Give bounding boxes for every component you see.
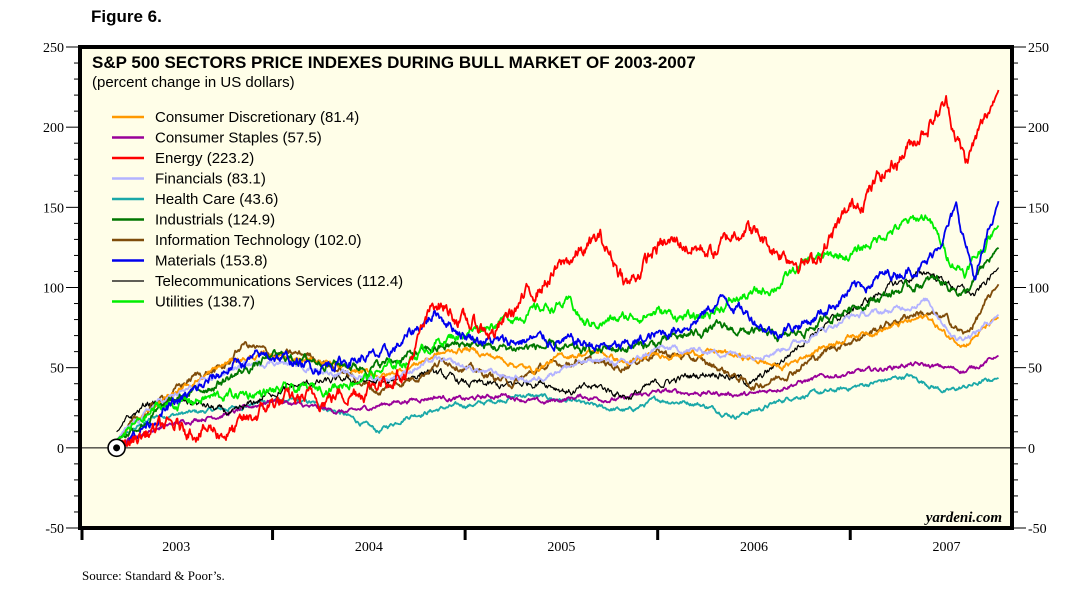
legend: Consumer Discretionary (81.4) Consumer St…	[112, 109, 403, 311]
x-tick-label: 2006	[740, 540, 768, 555]
series-line-utilities	[116, 214, 1000, 441]
y-tick-label-left: 200	[43, 121, 64, 136]
y-tick-label-left: 50	[50, 362, 64, 377]
legend-item: Health Care (43.6)	[112, 191, 278, 208]
legend-item: Utilities (138.7)	[112, 294, 255, 311]
legend-label: Materials (153.8)	[155, 253, 268, 270]
chart-title: S&P 500 SECTORS PRICE INDEXES DURING BUL…	[92, 53, 696, 72]
watermark: yardeni.com	[924, 510, 1002, 526]
start-marker-dot	[113, 444, 121, 452]
legend-label: Financials (83.1)	[155, 171, 266, 188]
series-line-consumer-discretionary	[116, 313, 1000, 441]
legend-label: Information Technology (102.0)	[155, 232, 362, 249]
series-layer	[115, 89, 1000, 449]
start-marker	[107, 438, 126, 458]
y-tick-label-right: 0	[1028, 442, 1035, 457]
x-tick-label: 2004	[355, 540, 383, 555]
y-tick-label-left: 150	[43, 201, 64, 216]
y-axis-left: -50 0 50 100 150 200 250	[43, 41, 80, 537]
x-tick-label: 2007	[933, 540, 961, 555]
y-tick-label-right: 100	[1028, 282, 1049, 297]
legend-label: Energy (223.2)	[155, 150, 254, 167]
y-tick-label-left: 100	[43, 282, 64, 297]
legend-label: Consumer Staples (57.5)	[155, 130, 322, 147]
series-line-consumer-staples	[116, 354, 999, 445]
x-tick-label: 2003	[162, 540, 190, 555]
x-axis: 2003 2004 2005 2006 2007	[80, 528, 961, 555]
legend-item: Information Technology (102.0)	[112, 232, 362, 249]
y-tick-label-right: 200	[1028, 121, 1049, 136]
source-note: Source: Standard & Poor’s.	[82, 568, 225, 583]
legend-label: Consumer Discretionary (81.4)	[155, 109, 359, 126]
legend-item: Telecommunications Services (112.4)	[112, 273, 403, 290]
legend-label: Industrials (124.9)	[155, 212, 275, 229]
plot-frame	[78, 45, 1014, 530]
series-line-industrials	[116, 247, 1000, 441]
y-tick-label-left: 250	[43, 41, 64, 56]
y-tick-label-right: 150	[1028, 201, 1049, 216]
legend-item: Consumer Staples (57.5)	[112, 130, 322, 147]
figure-label: Figure 6.	[91, 7, 162, 26]
legend-label: Utilities (138.7)	[155, 294, 255, 311]
x-tick-label: 2005	[547, 540, 575, 555]
series-line-materials	[116, 200, 1000, 449]
legend-label: Telecommunications Services (112.4)	[155, 273, 403, 290]
y-tick-label-left: -50	[45, 522, 64, 537]
legend-item: Industrials (124.9)	[112, 212, 275, 229]
y-tick-label-right: 50	[1028, 362, 1042, 377]
y-tick-label-right: 250	[1028, 41, 1049, 56]
legend-item: Materials (153.8)	[112, 253, 268, 270]
chart-subtitle: (percent change in US dollars)	[92, 74, 295, 91]
series-line-financials	[115, 297, 1000, 441]
legend-item: Consumer Discretionary (81.4)	[112, 109, 359, 126]
y-tick-label-right: -50	[1028, 522, 1047, 537]
legend-item: Energy (223.2)	[112, 150, 254, 167]
series-line-energy	[116, 89, 1000, 449]
y-axis-right: -50 0 50 100 150 200 250	[1012, 41, 1049, 537]
legend-item: Financials (83.1)	[112, 171, 266, 188]
y-tick-label-left: 0	[57, 442, 64, 457]
legend-label: Health Care (43.6)	[155, 191, 278, 208]
series-line-information-technology	[116, 283, 1000, 441]
